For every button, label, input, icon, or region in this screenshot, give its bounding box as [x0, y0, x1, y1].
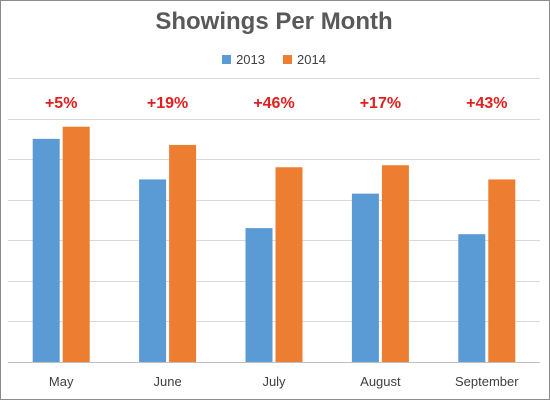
x-tick-label-june: June [153, 374, 181, 389]
x-tick-label-september: September [455, 374, 519, 389]
chart-legend: 2013 2014 [0, 52, 548, 67]
bar-2013-august [351, 193, 379, 362]
x-tick-label-august: August [360, 374, 401, 389]
bar-2013-may [32, 138, 60, 362]
pct-change-may: +5% [45, 95, 77, 112]
legend-item-2013: 2013 [222, 52, 265, 67]
x-tick-label-may: May [49, 374, 74, 389]
chart-title: Showings Per Month [155, 8, 393, 35]
bar-2014-may [62, 126, 90, 362]
legend-swatch-2013 [222, 55, 232, 64]
bar-2013-june [139, 179, 167, 362]
bar-2013-july [245, 228, 273, 362]
x-tick-label-july: July [262, 374, 286, 389]
pct-change-june: +19% [147, 95, 188, 112]
bar-2014-july [275, 167, 303, 362]
pct-change-september: +43% [466, 95, 507, 112]
legend-label-2014: 2014 [297, 52, 326, 67]
bar-2014-june [169, 144, 197, 362]
legend-item-2014: 2014 [283, 52, 326, 67]
pct-change-august: +17% [360, 95, 401, 112]
bar-2014-august [381, 165, 409, 362]
pct-change-july: +46% [253, 95, 294, 112]
bar-2013-september [458, 234, 486, 362]
legend-swatch-2014 [283, 55, 292, 64]
legend-label-2013: 2013 [236, 52, 265, 67]
bar-2014-september [488, 179, 516, 362]
